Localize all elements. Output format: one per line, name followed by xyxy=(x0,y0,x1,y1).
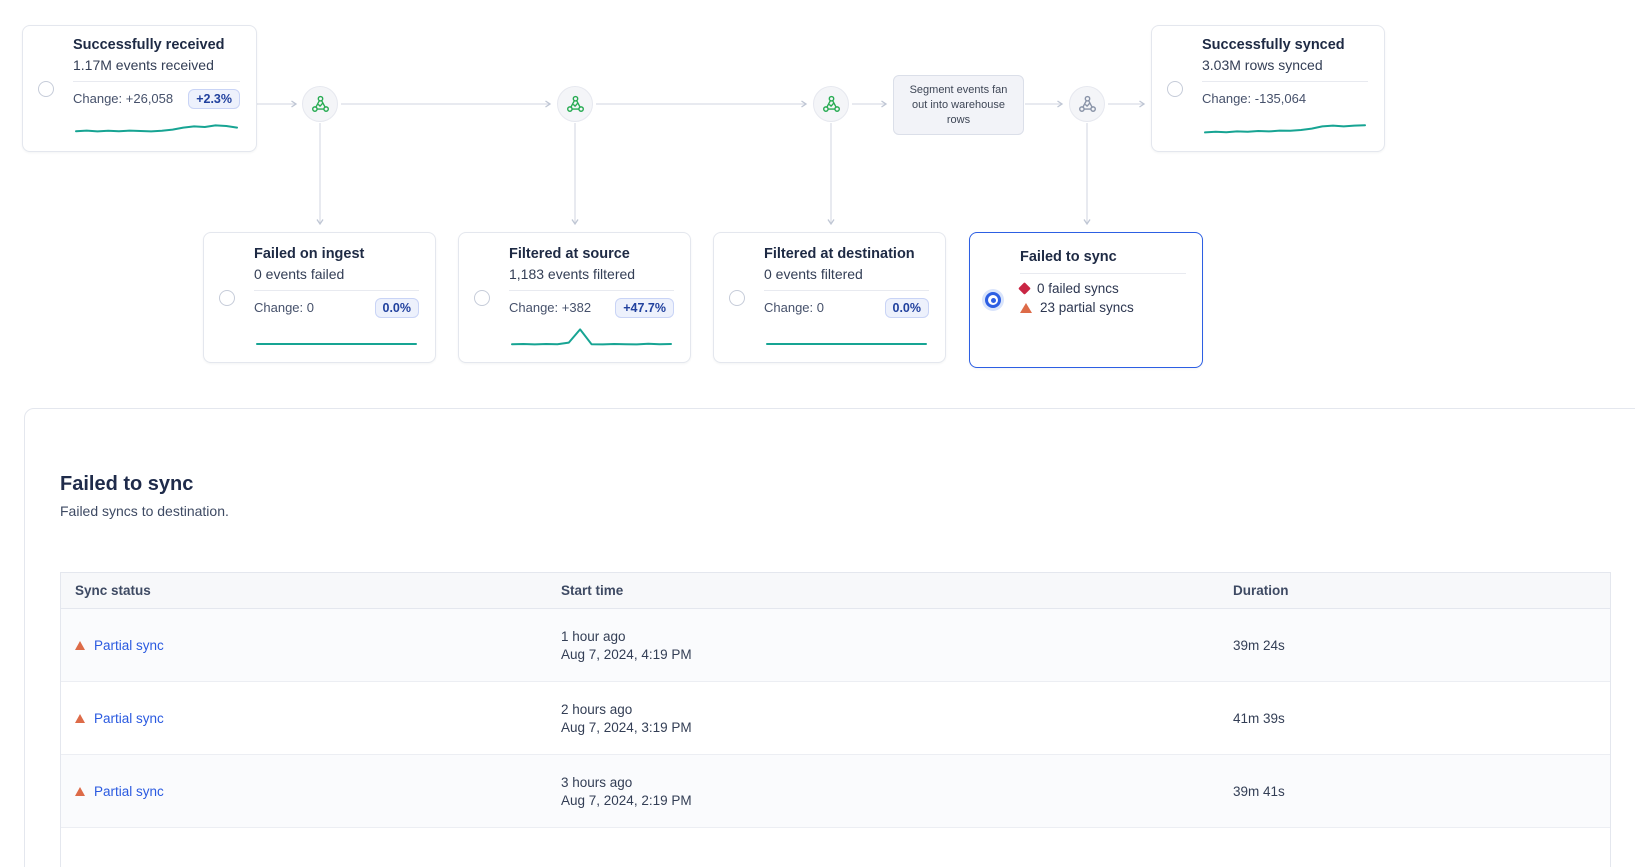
partial-syncs-stat: 23 partial syncs xyxy=(1040,300,1134,315)
card-subtitle: 1,183 events filtered xyxy=(509,265,636,282)
warning-triangle-icon xyxy=(75,640,85,650)
segment-node-icon xyxy=(557,86,593,122)
card-title: Successfully received xyxy=(73,36,225,53)
table-row[interactable]: Partial sync 1 hour ago Aug 7, 2024, 4:1… xyxy=(61,609,1610,682)
column-header-sync-status: Sync status xyxy=(75,583,151,598)
card-title: Filtered at destination xyxy=(764,245,915,262)
card-subtitle: 0 events filtered xyxy=(764,265,863,282)
card-divider xyxy=(254,289,419,291)
card-divider xyxy=(1202,80,1368,82)
sync-network-check-icon xyxy=(311,95,329,112)
change-value: Change: -135,064 xyxy=(1202,91,1307,106)
warning-triangle-icon xyxy=(75,786,85,796)
warehouse-node-icon xyxy=(1069,86,1105,122)
radio-filtered-at-source[interactable] xyxy=(474,289,490,306)
warning-triangle-icon xyxy=(1020,302,1032,313)
segment-node-icon xyxy=(302,86,338,122)
stage-card-successfully-synced[interactable]: Successfully synced 3.03M rows synced Ch… xyxy=(1151,25,1385,152)
radio-filtered-at-destination[interactable] xyxy=(729,289,745,306)
table-row[interactable]: Partial sync 3 hours ago Aug 7, 2024, 2:… xyxy=(61,755,1610,828)
table-row-partially-visible[interactable] xyxy=(61,828,1610,867)
failed-syncs-stat: 0 failed syncs xyxy=(1037,281,1119,296)
change-badge: +2.3% xyxy=(188,88,240,109)
stage-card-failed-to-sync[interactable]: Failed to sync 0 failed syncs 23 partial… xyxy=(969,232,1203,368)
card-divider xyxy=(764,289,929,291)
partial-sync-link[interactable]: Partial sync xyxy=(94,710,164,726)
sparkline xyxy=(509,324,674,350)
table-header-row: Sync status Start time Duration xyxy=(61,573,1610,609)
duration: 41m 39s xyxy=(1233,710,1285,726)
card-title: Successfully synced xyxy=(1202,36,1345,53)
sync-network-check-icon xyxy=(566,95,584,112)
card-title: Filtered at source xyxy=(509,245,630,262)
stage-card-filtered-at-destination[interactable]: Filtered at destination 0 events filtere… xyxy=(713,232,946,363)
change-value: Change: 0 xyxy=(254,300,314,315)
change-value: Change: 0 xyxy=(764,300,824,315)
relative-time: 2 hours ago xyxy=(561,701,633,717)
table-row[interactable]: Partial sync 2 hours ago Aug 7, 2024, 3:… xyxy=(61,682,1610,755)
card-subtitle: 3.03M rows synced xyxy=(1202,56,1323,73)
failed-syncs-table: Sync status Start time Duration Partial … xyxy=(60,572,1611,867)
card-divider xyxy=(73,80,240,82)
sparkline xyxy=(254,324,419,350)
sparkline xyxy=(764,324,929,350)
warning-triangle-icon xyxy=(75,713,85,723)
column-header-duration: Duration xyxy=(1233,583,1289,598)
duration: 39m 24s xyxy=(1233,637,1285,653)
column-header-start-time: Start time xyxy=(561,583,624,598)
diamond-icon xyxy=(1018,282,1031,295)
change-badge: +47.7% xyxy=(615,297,674,318)
delivery-pipeline-diagram: Successfully received 1.17M events recei… xyxy=(0,0,1635,400)
card-subtitle: 1.17M events received xyxy=(73,56,214,73)
radio-successfully-received[interactable] xyxy=(38,80,54,97)
change-value: Change: +26,058 xyxy=(73,91,174,106)
stage-card-successfully-received[interactable]: Successfully received 1.17M events recei… xyxy=(22,25,257,152)
section-subtitle: Failed syncs to destination. xyxy=(60,503,229,519)
radio-successfully-synced[interactable] xyxy=(1167,80,1183,97)
partial-sync-link[interactable]: Partial sync xyxy=(94,637,164,653)
card-subtitle: 0 events failed xyxy=(254,265,345,282)
change-badge: 0.0% xyxy=(884,297,929,318)
card-divider xyxy=(509,289,674,291)
sparkline xyxy=(73,115,240,141)
stage-card-filtered-at-source[interactable]: Filtered at source 1,183 events filtered… xyxy=(458,232,691,363)
timestamp: Aug 7, 2024, 3:19 PM xyxy=(561,719,692,735)
sync-network-check-icon xyxy=(822,95,840,112)
partial-sync-link[interactable]: Partial sync xyxy=(94,783,164,799)
relative-time: 3 hours ago xyxy=(561,774,633,790)
timestamp: Aug 7, 2024, 2:19 PM xyxy=(561,792,692,808)
duration: 39m 41s xyxy=(1233,783,1285,799)
sync-network-check-icon xyxy=(1078,95,1096,112)
section-title: Failed to sync xyxy=(60,473,194,495)
card-title: Failed on ingest xyxy=(254,245,365,262)
relative-time: 1 hour ago xyxy=(561,628,626,644)
change-value: Change: +382 xyxy=(509,300,592,315)
failed-to-sync-panel: Failed to sync Failed syncs to destinati… xyxy=(24,408,1635,867)
radio-failed-to-sync[interactable] xyxy=(985,292,1001,308)
segment-node-icon xyxy=(813,86,849,122)
fan-out-note: Segment events fan out into warehouse ro… xyxy=(893,75,1024,135)
radio-failed-on-ingest[interactable] xyxy=(219,289,235,306)
stage-card-failed-on-ingest[interactable]: Failed on ingest 0 events failed Change:… xyxy=(203,232,436,363)
timestamp: Aug 7, 2024, 4:19 PM xyxy=(561,646,692,662)
change-badge: 0.0% xyxy=(374,297,419,318)
card-title: Failed to sync xyxy=(1020,249,1117,265)
sparkline xyxy=(1202,115,1368,141)
card-divider xyxy=(1020,273,1186,274)
